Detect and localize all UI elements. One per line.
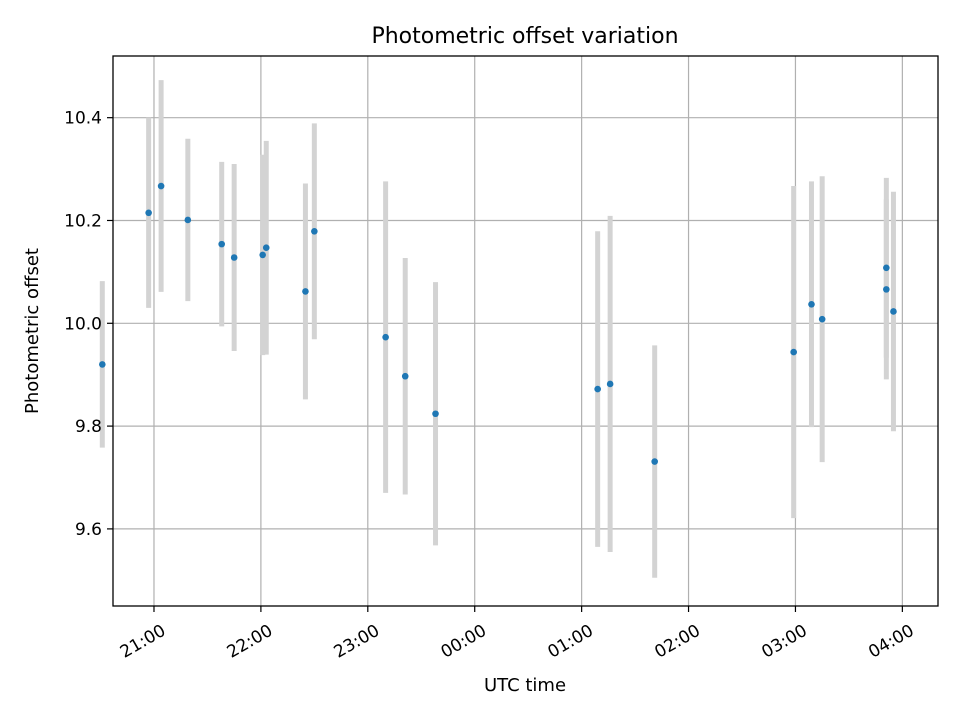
data-point (302, 288, 309, 295)
y-tick-label: 9.6 (75, 520, 102, 540)
y-tick-label: 9.8 (75, 417, 102, 437)
x-tick-label: 04:00 (865, 621, 917, 663)
data-point (157, 182, 165, 190)
data-point (606, 380, 614, 388)
x-tick-label: 00:00 (438, 621, 490, 663)
data-point (432, 410, 439, 418)
x-axis-label: UTC time (484, 675, 566, 696)
x-tick-label: 22:00 (224, 621, 276, 663)
data-point (311, 227, 318, 235)
y-tick-label: 10.4 (64, 109, 102, 129)
y-tick-label: 10.2 (64, 211, 102, 231)
data-point (184, 216, 192, 224)
error-bars (99, 80, 896, 578)
data-point (818, 315, 826, 323)
data-point (218, 240, 225, 248)
data-point (883, 264, 890, 272)
data-point (99, 361, 106, 368)
y-axis-label: Photometric offset (22, 248, 43, 414)
x-tick-label: 02:00 (651, 621, 703, 663)
y-tick-label: 10.0 (64, 314, 102, 334)
data-point (594, 385, 601, 393)
chart-title: Photometric offset variation (371, 24, 678, 49)
x-tick-label: 01:00 (544, 621, 596, 663)
data-point (883, 286, 890, 293)
grid-lines (113, 56, 938, 606)
data-point (401, 372, 409, 380)
x-tick-label: 21:00 (117, 621, 169, 663)
data-point (145, 209, 152, 217)
x-axis-ticks: 21:00 22:00 23:00 00:00 01:00 02:00 03:00 04:00 (117, 606, 918, 663)
data-point (890, 308, 897, 315)
plot-frame (112, 55, 939, 607)
data-point (651, 458, 658, 465)
data-points (99, 182, 897, 465)
data-point (790, 348, 797, 356)
data-point (382, 333, 389, 341)
y-axis-ticks: 9.6 9.8 10.0 10.2 10.4 (64, 109, 113, 540)
data-point (230, 254, 238, 261)
x-tick-label: 23:00 (331, 621, 383, 663)
data-point (262, 244, 270, 252)
data-point (808, 300, 815, 308)
data-point (259, 251, 266, 259)
x-tick-label: 03:00 (758, 621, 810, 663)
